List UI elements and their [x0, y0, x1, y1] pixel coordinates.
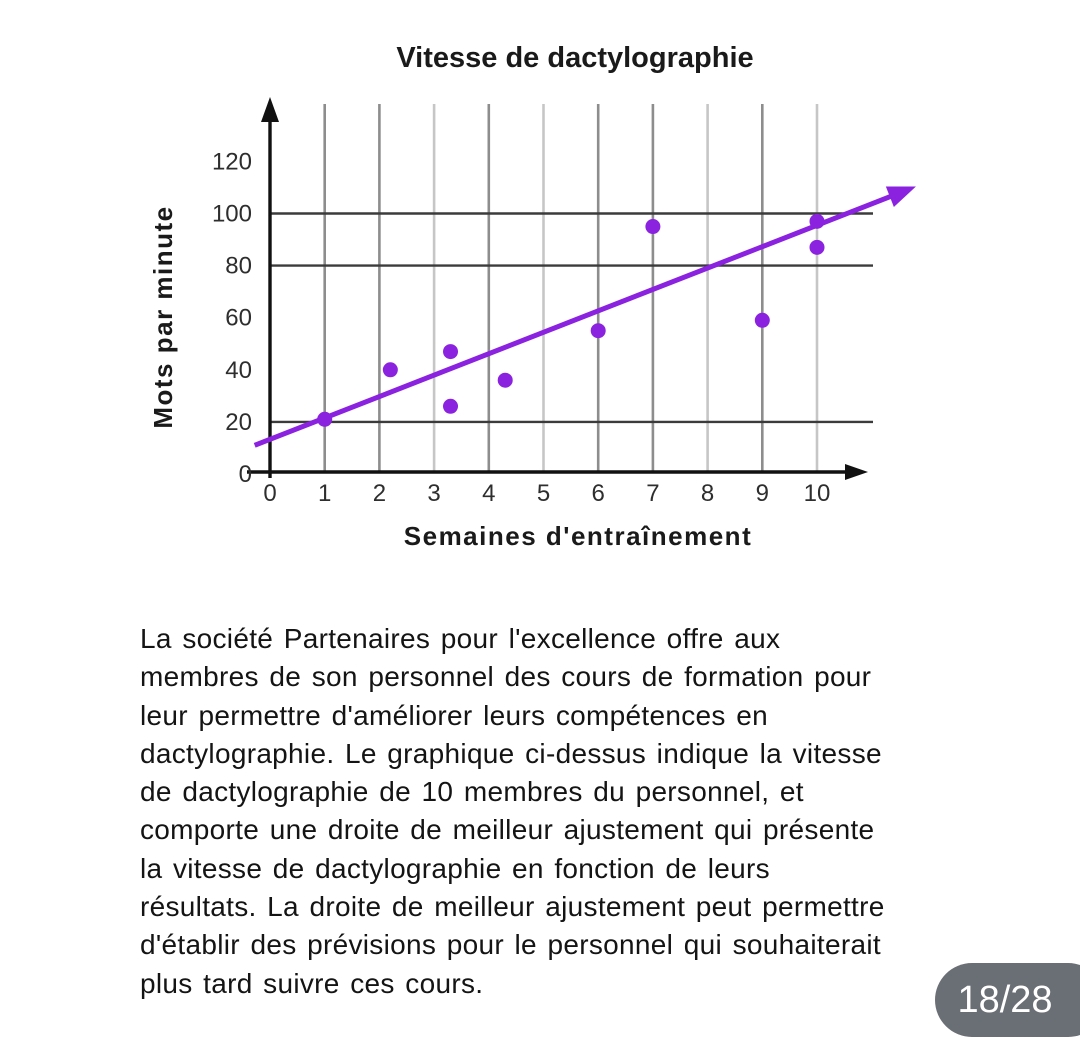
data-point: [590, 323, 606, 339]
paragraph-line: leur permettre d'améliorer leurs compéte…: [140, 699, 768, 731]
paragraph-line: plus tard suivre ces cours.: [140, 967, 484, 999]
y-tick-label: 120: [212, 148, 252, 175]
y-tick-label: 100: [212, 201, 252, 228]
x-tick-label: 10: [804, 480, 831, 507]
x-tick-label: 7: [646, 480, 659, 507]
data-point: [809, 239, 825, 255]
y-tick-label: 60: [225, 305, 252, 332]
x-axis-label: Semaines d'entraînement: [404, 521, 752, 551]
x-tick-label: 1: [318, 480, 331, 507]
paragraph-line: La société Partenaires pour l'excellence…: [140, 623, 781, 654]
page-number-text: 18/28: [957, 978, 1053, 1021]
paragraph-line: de dactylographie de 10 membres du perso…: [140, 776, 804, 808]
data-point: [443, 398, 459, 414]
y-axis-arrow-icon: [261, 97, 279, 122]
x-axis-arrow-icon: [845, 464, 868, 480]
x-tick-label: 8: [701, 480, 714, 507]
chart-title: Vitesse de dactylographie: [396, 42, 753, 74]
x-tick-label: 9: [756, 480, 769, 507]
trend-line: [253, 192, 895, 448]
paragraph-line: la vitesse de dactylographie en fonction…: [140, 852, 770, 884]
x-tick-label: 0: [263, 480, 276, 507]
x-tick-label: 5: [537, 480, 550, 507]
y-axis-label: Mots par minute: [148, 205, 178, 428]
y-tick-label: 20: [225, 409, 252, 436]
paragraph-line: d'établir des prévisions pour le personn…: [140, 929, 881, 961]
data-point: [382, 362, 398, 378]
data-point: [317, 411, 333, 427]
paragraph-line: membres de son personnel des cours de fo…: [140, 661, 872, 693]
x-tick-label: 4: [482, 480, 495, 507]
page-number-badge: 18/28: [935, 963, 1080, 1037]
x-tick-label: 3: [427, 480, 440, 507]
data-point: [754, 312, 770, 328]
trend-arrow-icon: [885, 186, 916, 207]
paragraph-line: dactylographie. Le graphique ci-dessus i…: [140, 737, 882, 769]
data-point: [497, 372, 513, 388]
typing-speed-chart: Vitesse de dactylographie Mots par minut…: [148, 42, 916, 551]
data-point: [809, 213, 825, 229]
paragraph-line: résultats. La droite de meilleur ajustem…: [140, 891, 885, 923]
y-tick-label: 80: [225, 253, 252, 280]
data-point: [645, 219, 661, 235]
y-tick-label: 0: [239, 461, 252, 488]
y-tick-label: 40: [225, 357, 252, 384]
paragraph-line: comporte une droite de meilleur ajusteme…: [140, 814, 875, 846]
data-point: [443, 344, 459, 360]
x-tick-label: 6: [592, 480, 605, 507]
exercise-paragraph: La société Partenaires pour l'excellence…: [140, 620, 1020, 1003]
x-tick-label: 2: [373, 480, 386, 507]
